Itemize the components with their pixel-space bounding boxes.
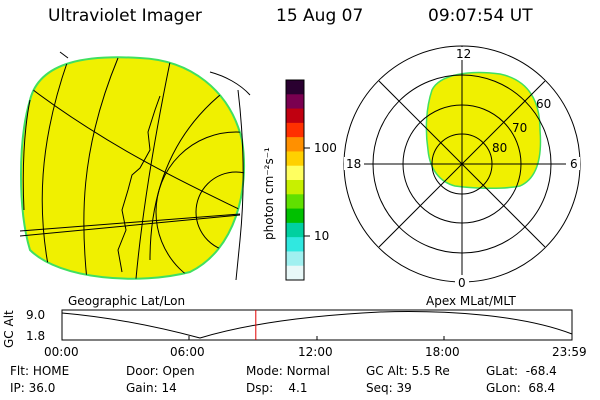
- colorbar-segment: [286, 122, 304, 138]
- colorbar-segment: [286, 151, 304, 167]
- status-seq-label: Seq:: [366, 381, 393, 395]
- status-gain-value: 14: [161, 381, 177, 395]
- auroral-image-polar: [425, 71, 542, 190]
- alt-tick-1-8: 1.8: [26, 329, 46, 343]
- status-gain-label: Gain:: [126, 381, 158, 395]
- colorbar-segment: [286, 80, 304, 95]
- status-glon-value: 68.4: [528, 381, 556, 395]
- alt-axis-label: GC Alt: [2, 310, 16, 348]
- alt-tick-9: 9.0: [26, 308, 46, 322]
- altitude-curve: [61, 311, 573, 339]
- status-glat-value: -68.4: [525, 364, 557, 378]
- status-gc-alt: GC Alt: 5.5 Re: [366, 364, 450, 378]
- status-flt-label: Flt:: [10, 364, 29, 378]
- status-glat: GLat: -68.4: [486, 364, 557, 378]
- status-door-value: Open: [162, 364, 195, 378]
- time-tick-0000: 00:00: [44, 345, 79, 359]
- colorbar-segment: [286, 237, 304, 252]
- colorbar-tick-100: 100: [314, 141, 337, 155]
- status-glon: GLon: 68.4: [486, 381, 555, 395]
- time-tick-1200: 12:00: [298, 345, 333, 359]
- mlat-label-70: 70: [512, 121, 528, 135]
- app-title: Ultraviolet Imager: [48, 6, 202, 26]
- mlt-label-0: 0: [458, 276, 466, 290]
- colorbar: [285, 79, 310, 281]
- colorbar-segment: [286, 194, 304, 210]
- polar-map: [343, 45, 581, 288]
- colorbar-segment: [286, 265, 304, 281]
- time-tick-1800: 18:00: [425, 345, 460, 359]
- altitude-strip: [61, 309, 573, 341]
- auroral-image-geographic: [20, 56, 246, 280]
- mlat-label-80: 80: [492, 141, 508, 155]
- colorbar-segment: [286, 251, 304, 267]
- image-time: 09:07:54 UT: [428, 6, 533, 26]
- status-ip-label: IP:: [10, 381, 25, 395]
- status-seq: Seq: 39: [366, 381, 412, 395]
- status-gcalt-value: 5.5 Re: [411, 364, 450, 378]
- status-ip-value: 36.0: [28, 381, 56, 395]
- status-dsp-value: 4.1: [288, 381, 308, 395]
- time-tick-2359: 23:59: [552, 345, 587, 359]
- mlt-label-6: 6: [570, 157, 578, 171]
- status-mode: Mode: Normal: [246, 364, 330, 378]
- apex-caption: Apex MLat/MLT: [426, 294, 516, 308]
- status-glon-label: GLon:: [486, 381, 521, 395]
- mlat-label-60: 60: [536, 97, 552, 111]
- colorbar-segment: [286, 208, 304, 224]
- status-ip: IP: 36.0: [10, 381, 55, 395]
- colorbar-tick-10: 10: [314, 229, 330, 243]
- status-door-label: Door:: [126, 364, 159, 378]
- status-mode-value: Normal: [286, 364, 330, 378]
- status-dsp-label: Dsp:: [246, 381, 274, 395]
- status-flt: Flt: HOME: [10, 364, 69, 378]
- mlt-label-18: 18: [346, 157, 362, 171]
- status-dsp: Dsp: 4.1: [246, 381, 308, 395]
- colorbar-segment: [286, 94, 304, 110]
- status-door: Door: Open: [126, 364, 195, 378]
- colorbar-segment: [286, 222, 304, 238]
- status-glat-label: GLat:: [486, 364, 519, 378]
- mlt-label-12: 12: [456, 47, 472, 61]
- status-gcalt-label: GC Alt:: [366, 364, 408, 378]
- colorbar-unit-label: photon cm⁻²s⁻¹: [262, 147, 276, 240]
- status-flt-value: HOME: [32, 364, 70, 378]
- time-tick-0600: 06:00: [170, 345, 205, 359]
- colorbar-segment: [286, 165, 304, 181]
- colorbar-segment: [286, 137, 304, 152]
- geographic-caption: Geographic Lat/Lon: [68, 294, 186, 308]
- image-date: 15 Aug 07: [276, 6, 364, 26]
- status-seq-value: 39: [396, 381, 412, 395]
- colorbar-segment: [286, 108, 304, 124]
- colorbar-segment: [286, 180, 304, 195]
- status-mode-label: Mode:: [246, 364, 283, 378]
- status-gain: Gain: 14: [126, 381, 177, 395]
